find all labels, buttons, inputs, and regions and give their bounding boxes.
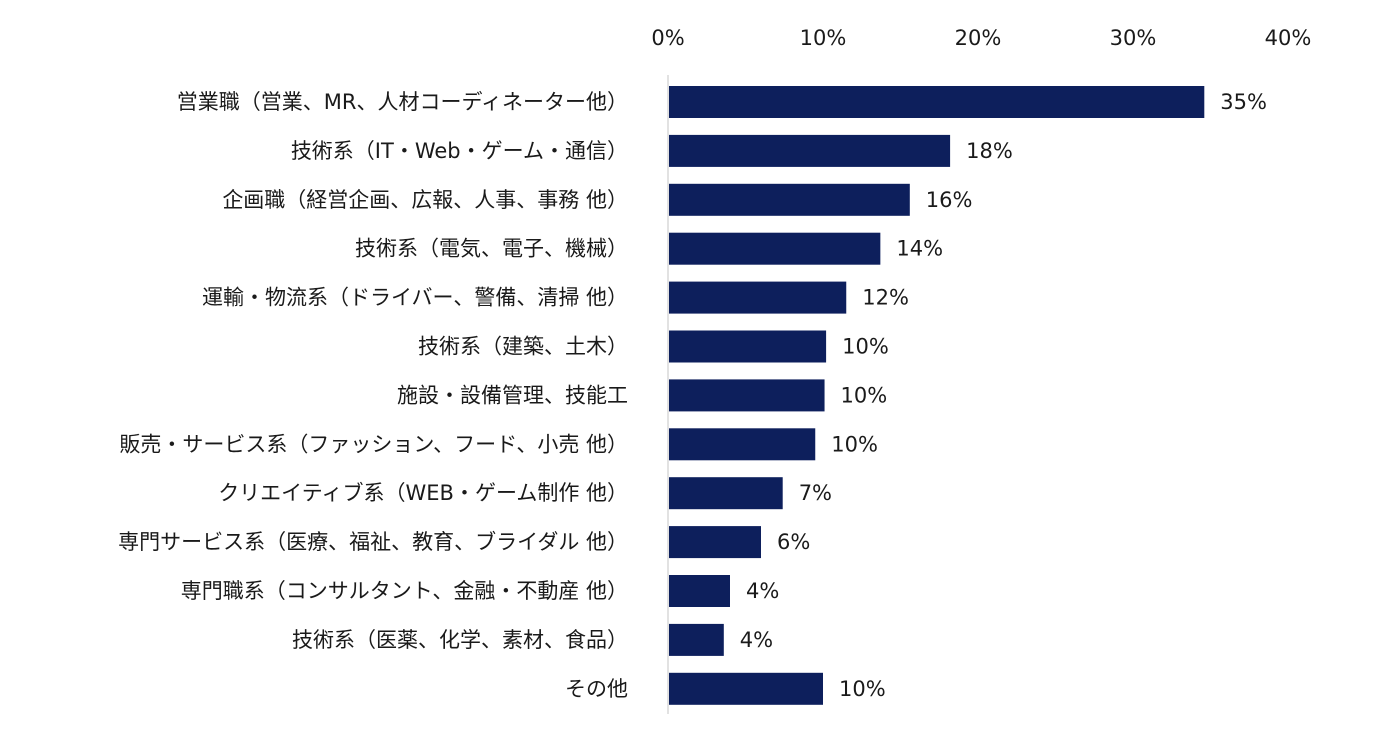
x-tick-label: 40% bbox=[1265, 26, 1312, 50]
x-tick-label: 20% bbox=[955, 26, 1002, 50]
category-label: クリエイティブ系（WEB・ゲーム制作 他） bbox=[218, 481, 628, 505]
data-label: 4% bbox=[746, 579, 779, 603]
bar bbox=[669, 183, 910, 216]
x-tick-label: 0% bbox=[651, 26, 684, 50]
bar bbox=[669, 379, 825, 412]
bar bbox=[669, 477, 783, 510]
data-label: 4% bbox=[740, 628, 773, 652]
bar bbox=[669, 232, 881, 265]
bar bbox=[669, 330, 827, 363]
bar bbox=[669, 86, 1205, 118]
data-label: 10% bbox=[841, 383, 888, 407]
data-label: 10% bbox=[842, 335, 889, 359]
x-tick-label: 10% bbox=[800, 26, 847, 50]
data-label: 14% bbox=[896, 237, 943, 261]
category-label: その他 bbox=[565, 677, 628, 701]
data-label: 10% bbox=[839, 677, 886, 701]
category-label: 専門サービス系（医療、福祉、教育、ブライダル 他） bbox=[118, 530, 628, 554]
bar bbox=[669, 428, 816, 461]
data-label: 35% bbox=[1220, 90, 1267, 114]
data-label: 7% bbox=[799, 481, 832, 505]
category-label: 技術系（建築、土木） bbox=[418, 335, 628, 359]
bar bbox=[669, 134, 951, 167]
data-label: 6% bbox=[777, 530, 810, 554]
category-label: 施設・設備管理、技能工 bbox=[397, 383, 628, 407]
x-tick-label: 30% bbox=[1110, 26, 1157, 50]
bar bbox=[669, 575, 730, 607]
category-label: 運輸・物流系（ドライバー、警備、清掃 他） bbox=[202, 286, 628, 310]
bar bbox=[669, 672, 823, 705]
data-label: 10% bbox=[831, 432, 878, 456]
category-label: 技術系（IT・Web・ゲーム・通信） bbox=[291, 139, 628, 163]
category-label: 営業職（営業、MR、人材コーディネーター他） bbox=[177, 90, 628, 114]
category-label: 企画職（経営企画、広報、人事、事務 他） bbox=[222, 188, 628, 212]
category-label: 販売・サービス系（ファッション、フード、小売 他） bbox=[119, 432, 628, 456]
data-label: 12% bbox=[862, 286, 909, 310]
data-label: 16% bbox=[926, 188, 973, 212]
bar bbox=[669, 526, 761, 559]
bar bbox=[669, 623, 724, 656]
data-label: 18% bbox=[966, 139, 1013, 163]
category-label: 技術系（電気、電子、機械） bbox=[355, 237, 628, 261]
bar bbox=[669, 281, 847, 314]
category-label: 技術系（医薬、化学、素材、食品） bbox=[292, 628, 628, 652]
category-label: 専門職系（コンサルタント、金融・不動産 他） bbox=[181, 579, 628, 603]
